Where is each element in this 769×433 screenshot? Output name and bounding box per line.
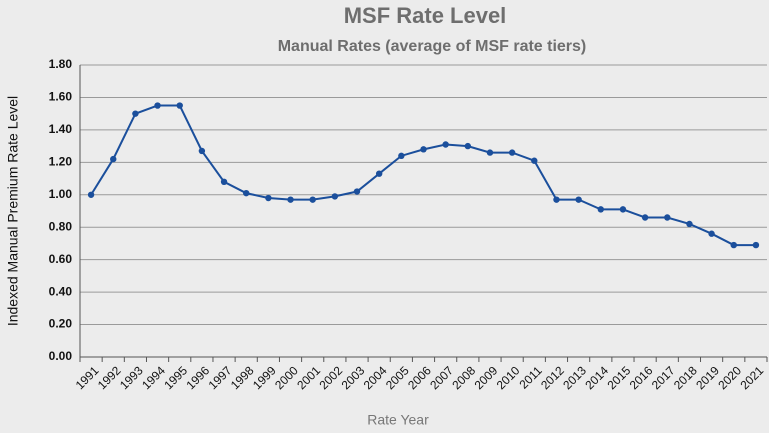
data-point	[597, 206, 604, 213]
data-point	[110, 155, 117, 163]
x-tick-label: 2012	[538, 363, 567, 392]
data-point	[287, 196, 294, 203]
data-point	[575, 196, 582, 203]
data-point	[331, 193, 339, 200]
chart-subtitle: Manual Rates (average of MSF rate tiers)	[278, 38, 587, 55]
x-tick-label: 2000	[272, 363, 301, 392]
x-tick-label: 2019	[693, 363, 722, 392]
data-point	[508, 149, 516, 156]
x-tick-label: 1999	[250, 363, 279, 392]
x-tick-label: 1997	[206, 363, 235, 392]
y-tick-label: 1.60	[49, 90, 73, 104]
x-tick-label: 2001	[294, 363, 323, 392]
data-point	[553, 196, 560, 203]
x-tick-label: 2018	[671, 363, 700, 392]
x-tick-label: 2013	[560, 363, 589, 392]
data-point	[486, 149, 494, 156]
data-point	[198, 147, 206, 155]
x-tick-label: 2008	[449, 363, 478, 392]
x-tick-label: 2007	[427, 363, 456, 392]
chart-title: MSF Rate Level	[344, 3, 507, 28]
data-point	[398, 152, 405, 160]
x-tick-label: 1994	[139, 363, 168, 392]
y-axis-label: Indexed Manual Premium Rate Level	[5, 96, 21, 326]
data-point	[309, 196, 316, 203]
x-tick-label: 2006	[405, 363, 434, 392]
data-point	[420, 146, 427, 153]
x-tick-label: 2021	[738, 363, 767, 392]
data-point	[243, 189, 250, 197]
data-point	[664, 214, 671, 221]
x-tick-label: 1991	[73, 363, 102, 392]
y-tick-label: 0.60	[49, 252, 73, 266]
x-tick-label: 2011	[517, 363, 545, 391]
x-tick-label: 2003	[339, 363, 368, 392]
data-point	[686, 220, 693, 228]
y-tick-label: 0.20	[49, 317, 73, 331]
x-tick-label: 2005	[383, 363, 412, 392]
x-tick-label: 2015	[605, 363, 634, 392]
data-point	[132, 110, 139, 117]
x-tick-label: 1992	[95, 363, 124, 392]
y-tick-label: 1.00	[49, 187, 73, 201]
x-tick-label: 1995	[161, 363, 190, 392]
data-point	[220, 178, 228, 185]
data-point	[641, 214, 649, 221]
data-point	[442, 141, 449, 148]
x-tick-label: 2017	[649, 363, 678, 392]
y-tick-label: 1.40	[49, 122, 73, 136]
data-point	[265, 194, 272, 202]
y-tick-label: 1.80	[49, 57, 73, 71]
x-tick-label: 2016	[627, 363, 656, 392]
data-point	[619, 206, 627, 213]
x-tick-label: 1993	[117, 363, 146, 392]
x-tick-label: 2014	[582, 363, 611, 392]
x-tick-label: 1998	[228, 363, 257, 392]
y-tick-label: 0.00	[49, 349, 73, 363]
x-tick-label: 2002	[316, 363, 345, 392]
x-tick-label: 2020	[715, 363, 744, 392]
x-tick-label: 2009	[472, 363, 501, 392]
data-point	[353, 188, 361, 195]
x-tick-label: 1996	[183, 363, 212, 392]
data-point	[375, 170, 383, 177]
data-point	[464, 142, 472, 150]
data-point	[752, 241, 760, 249]
data-point	[176, 102, 183, 109]
data-point	[708, 230, 715, 237]
y-tick-label: 0.80	[49, 219, 73, 233]
data-point	[730, 241, 737, 249]
data-point	[531, 157, 538, 164]
data-point	[154, 102, 161, 109]
x-tick-label: 2010	[494, 363, 523, 392]
x-tick-label: 2004	[361, 363, 390, 392]
data-point	[87, 191, 95, 198]
x-axis-label: Rate Year	[367, 412, 429, 428]
y-tick-label: 0.40	[49, 284, 73, 298]
series-line	[90, 104, 756, 247]
y-tick-label: 1.20	[49, 155, 73, 169]
